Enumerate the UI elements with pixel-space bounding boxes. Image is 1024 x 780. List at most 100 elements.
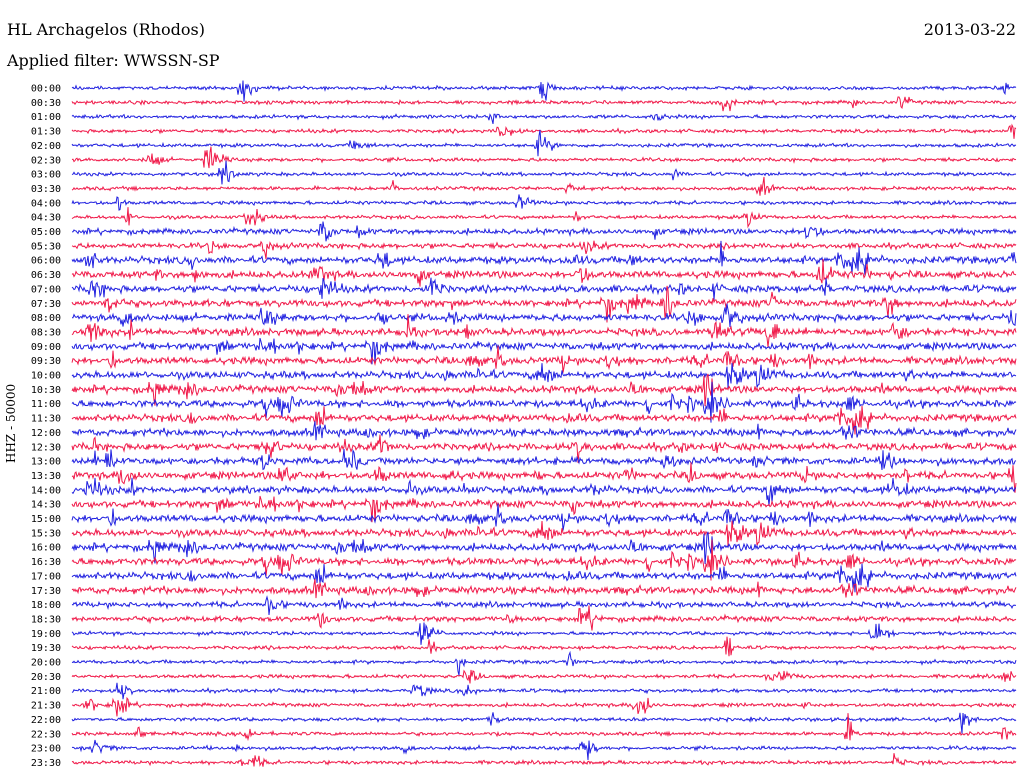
- time-tick-label: 15:30: [31, 528, 61, 539]
- seismic-trace-line: [71, 96, 1017, 112]
- seismic-trace-line: [71, 285, 1017, 323]
- seismic-trace-line: [71, 622, 1017, 645]
- seismic-trace-line: [71, 207, 1017, 229]
- seismic-trace-line: [71, 495, 1017, 523]
- time-tick-label: 20:00: [31, 658, 61, 669]
- time-tick-label: 12:30: [31, 442, 61, 453]
- seismic-trace-line: [71, 539, 1017, 581]
- seismic-trace-line: [71, 362, 1017, 389]
- seismic-trace-line: [71, 221, 1017, 242]
- time-tick-label: 01:30: [31, 127, 61, 138]
- date-label: 2013-03-22: [923, 20, 1016, 39]
- time-tick-label: 21:00: [31, 686, 61, 697]
- seismic-trace-line: [71, 712, 1017, 734]
- time-tick-label: 16:30: [31, 557, 61, 568]
- time-tick-label: 03:00: [31, 170, 61, 181]
- seismic-trace-line: [71, 258, 1017, 287]
- time-tick-label: 15:00: [31, 514, 61, 525]
- time-tick-label: 03:30: [31, 184, 61, 195]
- time-tick-label: 18:00: [31, 600, 61, 611]
- time-tick-label: 05:00: [31, 227, 61, 238]
- seismic-trace-line: [71, 146, 1017, 169]
- time-tick-label: 23:00: [31, 744, 61, 755]
- seismic-trace-line: [72, 303, 1017, 327]
- time-tick-label: 12:00: [31, 428, 61, 439]
- seismic-trace-line: [71, 176, 1017, 196]
- time-tick-label: 00:30: [31, 98, 61, 109]
- time-tick-label: 19:00: [31, 629, 61, 640]
- seismic-trace-line: [71, 595, 1017, 616]
- time-tick-label: 09:00: [31, 342, 61, 353]
- seismic-trace-line: [71, 503, 1017, 531]
- time-tick-label: 14:00: [31, 485, 61, 496]
- seismic-trace-line: [71, 636, 1017, 657]
- seismic-trace-line: [71, 194, 1017, 211]
- time-tick-label: 07:30: [31, 299, 61, 310]
- seismic-trace-line: [71, 240, 1017, 277]
- time-tick-label: 10:30: [31, 385, 61, 396]
- seismic-trace-line: [71, 753, 1017, 767]
- time-tick-label: 20:30: [31, 672, 61, 683]
- time-tick-label: 16:00: [31, 543, 61, 554]
- time-tick-label: 14:30: [31, 500, 61, 511]
- time-tick-label: 22:30: [31, 729, 61, 740]
- seismic-trace-line: [71, 520, 1017, 546]
- seismic-trace-line: [71, 373, 1017, 407]
- seismic-trace-line: [71, 448, 1017, 471]
- time-tick-label: 10:00: [31, 371, 61, 382]
- seismic-trace-line: [71, 682, 1017, 700]
- seismic-trace-line: [71, 277, 1017, 300]
- time-tick-label: 17:00: [31, 571, 61, 582]
- seismic-trace-line: [71, 381, 1017, 423]
- seismic-trace-line: [71, 462, 1017, 493]
- seismic-trace-line: [71, 345, 1017, 373]
- seismic-trace-line: [71, 421, 1017, 441]
- time-tick-label: 09:30: [31, 356, 61, 367]
- seismic-trace-line: [71, 80, 1017, 102]
- time-tick-label: 23:30: [31, 758, 61, 769]
- seismic-trace-line: [71, 123, 1017, 139]
- seismic-trace-line: [71, 405, 1017, 435]
- time-tick-label: 06:30: [31, 270, 61, 281]
- seismic-trace-line: [71, 563, 1017, 593]
- seismic-trace-line: [71, 129, 1017, 157]
- time-tick-label: 13:00: [31, 457, 61, 468]
- seismic-trace-line: [72, 696, 1017, 717]
- time-tick-label: 06:00: [31, 256, 61, 267]
- time-tick-label: 21:30: [31, 701, 61, 712]
- time-tick-label: 08:30: [31, 327, 61, 338]
- time-tick-label: 01:00: [31, 112, 61, 123]
- seismic-trace-line: [71, 240, 1017, 260]
- time-tick-labels: 00:00 00:30 01:00 01:30 02:00 02:30 03:00 03:30…: [31, 84, 61, 769]
- seismic-trace-line: [71, 113, 1017, 125]
- seismic-trace-line: [71, 337, 1017, 365]
- seismic-trace-line: [71, 669, 1017, 684]
- station-title: HL Archagelos (Rhodos): [7, 20, 205, 39]
- seismic-trace-line: [71, 650, 1017, 676]
- seismic-trace-line: [71, 739, 1017, 761]
- seismic-traces: [71, 80, 1017, 767]
- time-tick-label: 00:00: [31, 84, 61, 95]
- time-tick-label: 07:00: [31, 284, 61, 295]
- seismic-trace-line: [71, 314, 1017, 348]
- seismic-trace-line: [71, 434, 1017, 463]
- time-tick-label: 05:30: [31, 241, 61, 252]
- time-tick-label: 11:00: [31, 399, 61, 410]
- seismic-trace-line: [71, 579, 1017, 599]
- time-tick-label: 19:30: [31, 643, 61, 654]
- time-tick-label: 02:30: [31, 155, 61, 166]
- time-tick-label: 04:00: [31, 198, 61, 209]
- seismic-trace-line: [71, 713, 1017, 742]
- seismic-trace-line: [71, 160, 1017, 185]
- time-tick-label: 18:30: [31, 614, 61, 625]
- time-tick-label: 17:30: [31, 586, 61, 597]
- time-tick-label: 13:30: [31, 471, 61, 482]
- time-tick-label: 02:00: [31, 141, 61, 152]
- seismic-trace-line: [71, 531, 1017, 564]
- time-tick-label: 04:30: [31, 213, 61, 224]
- seismic-trace-line: [71, 477, 1017, 506]
- seismic-trace-line: [71, 605, 1017, 631]
- time-tick-label: 11:30: [31, 414, 61, 425]
- time-tick-label: 08:00: [31, 313, 61, 324]
